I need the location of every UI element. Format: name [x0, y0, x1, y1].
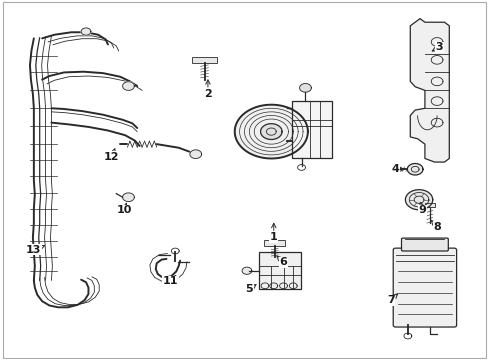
- Polygon shape: [260, 124, 282, 139]
- FancyBboxPatch shape: [401, 238, 447, 251]
- Polygon shape: [189, 150, 201, 158]
- Polygon shape: [242, 267, 251, 274]
- Polygon shape: [122, 82, 134, 90]
- Text: 13: 13: [26, 245, 44, 255]
- FancyBboxPatch shape: [264, 240, 285, 246]
- Polygon shape: [409, 19, 448, 162]
- FancyBboxPatch shape: [192, 57, 216, 63]
- FancyBboxPatch shape: [292, 101, 331, 158]
- Text: 11: 11: [163, 275, 178, 286]
- Text: 10: 10: [116, 203, 131, 216]
- Text: 8: 8: [430, 220, 440, 231]
- Polygon shape: [299, 84, 311, 92]
- Text: 9: 9: [418, 203, 426, 216]
- Text: 6: 6: [276, 256, 287, 267]
- FancyBboxPatch shape: [424, 203, 434, 207]
- Text: 2: 2: [203, 80, 211, 99]
- FancyBboxPatch shape: [392, 248, 456, 327]
- Text: 5: 5: [245, 284, 256, 294]
- Polygon shape: [405, 190, 432, 210]
- Text: 12: 12: [104, 149, 120, 162]
- Polygon shape: [407, 163, 422, 175]
- FancyBboxPatch shape: [259, 252, 300, 289]
- Polygon shape: [81, 28, 91, 35]
- Polygon shape: [234, 105, 307, 158]
- Text: 1: 1: [269, 223, 277, 242]
- Polygon shape: [122, 193, 134, 202]
- Text: 7: 7: [386, 294, 397, 305]
- Text: 3: 3: [431, 42, 443, 52]
- Text: 4: 4: [391, 164, 403, 174]
